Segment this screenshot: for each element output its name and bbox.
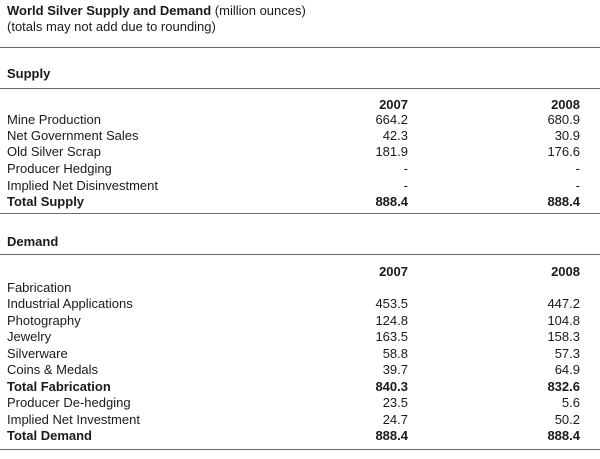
row-label: Net Government Sales (7, 128, 139, 143)
table-row: Mine Production 664.2 680.9 (0, 112, 600, 128)
value-2008: 832.6 (547, 379, 580, 394)
row-label: Old Silver Scrap (7, 144, 101, 159)
value-2007: 181.9 (375, 144, 408, 159)
value-2008: 680.9 (547, 112, 580, 127)
value-2007: 58.8 (382, 346, 408, 361)
row-label: Industrial Applications (7, 296, 133, 311)
table-title: World Silver Supply and Demand (million … (7, 3, 306, 19)
table-row: Producer De-hedging 23.5 5.6 (0, 395, 600, 411)
table-row: Silverware 58.8 57.3 (0, 346, 600, 362)
value-2008: 888.4 (547, 428, 580, 443)
value-2007: - (403, 161, 408, 176)
value-2008: - (575, 161, 580, 176)
table-subtitle: (totals may not add due to rounding) (7, 19, 216, 34)
value-2007: 888.4 (375, 194, 408, 209)
total-supply-row: Total Supply 888.4 888.4 (0, 194, 600, 210)
supply-section-title: Supply (7, 66, 51, 81)
table-row: Jewelry 163.5 158.3 (0, 329, 600, 345)
row-label: Total Fabrication (7, 379, 111, 394)
value-2007: 24.7 (382, 412, 408, 427)
value-2008: 176.6 (547, 144, 580, 159)
supply-year-2007-header: 2007 (379, 97, 408, 112)
total-demand-row: Total Demand 888.4 888.4 (0, 428, 600, 444)
row-label: Implied Net Disinvestment (7, 178, 158, 193)
value-2008: 158.3 (547, 329, 580, 344)
value-2007: 42.3 (382, 128, 408, 143)
row-label: Jewelry (7, 329, 52, 344)
value-2008: 30.9 (554, 128, 580, 143)
value-2008: 888.4 (547, 194, 580, 209)
value-2007: 163.5 (375, 329, 408, 344)
table-row: Industrial Applications 453.5 447.2 (0, 296, 600, 312)
total-fabrication-row: Total Fabrication 840.3 832.6 (0, 379, 600, 395)
value-2008: 447.2 (547, 296, 580, 311)
divider (0, 47, 600, 48)
value-2007: 840.3 (375, 379, 408, 394)
divider (0, 254, 600, 255)
table-row: Coins & Medals 39.7 64.9 (0, 362, 600, 378)
row-label: Producer De-hedging (7, 395, 131, 410)
value-2007: 124.8 (375, 313, 408, 328)
value-2007: 39.7 (382, 362, 408, 377)
table-row: Old Silver Scrap 181.9 176.6 (0, 144, 600, 160)
value-2007: - (403, 178, 408, 193)
supply-year-2008-header: 2008 (551, 97, 580, 112)
table-row: Implied Net Investment 24.7 50.2 (0, 412, 600, 428)
value-2007: 664.2 (375, 112, 408, 127)
divider (0, 88, 600, 89)
row-label: Implied Net Investment (7, 412, 140, 427)
table-row: Net Government Sales 42.3 30.9 (0, 128, 600, 144)
row-label: Coins & Medals (7, 362, 99, 377)
table-row: Photography 124.8 104.8 (0, 313, 600, 329)
row-label: Mine Production (7, 112, 101, 127)
demand-year-2007-header: 2007 (379, 264, 408, 279)
demand-section-title: Demand (7, 234, 59, 249)
value-2008: 64.9 (554, 362, 580, 377)
value-2007: 888.4 (375, 428, 408, 443)
title-main: World Silver Supply and Demand (7, 3, 212, 18)
value-2007: 23.5 (382, 395, 408, 410)
value-2008: 57.3 (554, 346, 580, 361)
divider (0, 449, 600, 450)
value-2008: 104.8 (547, 313, 580, 328)
value-2008: 50.2 (554, 412, 580, 427)
row-label: Total Supply (7, 194, 85, 209)
row-label: Photography (7, 313, 81, 328)
divider (0, 213, 600, 214)
table-row: Producer Hedging - - (0, 161, 600, 177)
value-2007: 453.5 (375, 296, 408, 311)
fabrication-subheading: Fabrication (7, 280, 72, 295)
table-row: Implied Net Disinvestment - - (0, 178, 600, 194)
title-units: (million ounces) (211, 3, 306, 18)
value-2008: 5.6 (561, 395, 580, 410)
row-label: Producer Hedging (7, 161, 112, 176)
demand-year-2008-header: 2008 (551, 264, 580, 279)
row-label: Silverware (7, 346, 68, 361)
value-2008: - (575, 178, 580, 193)
table-header: World Silver Supply and Demand (million … (7, 3, 306, 35)
row-label: Total Demand (7, 428, 92, 443)
